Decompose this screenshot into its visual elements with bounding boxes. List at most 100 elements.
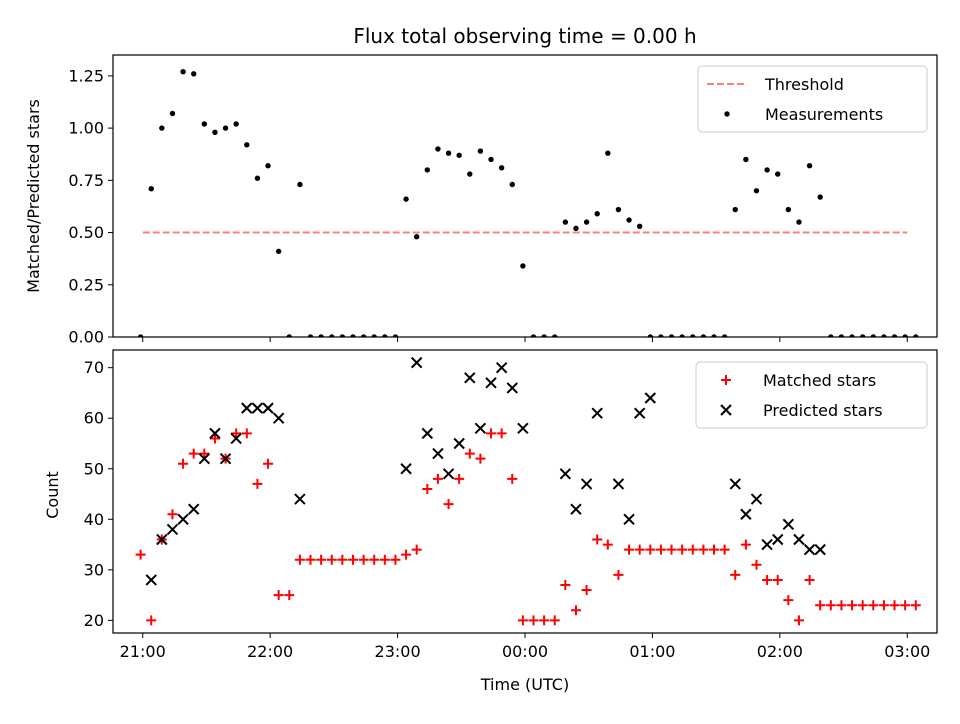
predicted-star-marker xyxy=(623,513,635,526)
matched-star-marker xyxy=(188,448,199,459)
measurement-point xyxy=(297,181,303,188)
matched-star-marker xyxy=(199,448,210,459)
matched-star-marker xyxy=(347,554,358,565)
x-tick-label: 02:00 xyxy=(757,642,803,661)
axes-frame xyxy=(112,54,938,338)
matched-star-marker xyxy=(602,539,613,550)
matched-star-marker xyxy=(815,600,826,611)
measurement-point xyxy=(201,121,208,127)
measurement-point xyxy=(456,152,462,158)
legend-top: Threshold Measurements xyxy=(697,65,928,133)
matched-star-marker xyxy=(698,544,709,555)
y-tick-label: 30 xyxy=(84,560,104,579)
measurement-point xyxy=(785,206,792,213)
matched-star-marker xyxy=(517,615,528,626)
x-tick-label: 00:00 xyxy=(502,642,548,661)
predicted-star-marker xyxy=(187,503,200,515)
y-tick-label: 70 xyxy=(84,358,104,377)
measurement-point xyxy=(732,206,738,213)
measurement-point xyxy=(530,334,537,337)
legend-bottom: Matched stars Predicted stars xyxy=(695,361,928,429)
x-tick-label: 21:00 xyxy=(120,642,166,661)
legend-swatch-measurements xyxy=(724,111,730,117)
measurement-point xyxy=(498,165,505,171)
measurement-point xyxy=(148,185,154,192)
predicted-star-marker xyxy=(772,533,784,546)
matched-star-marker xyxy=(560,579,571,590)
x-tick-label: 23:00 xyxy=(375,642,421,661)
matched-star-marker xyxy=(305,554,316,565)
predicted-star-marker xyxy=(219,452,232,465)
measurement-point xyxy=(222,125,229,131)
matched-star-marker xyxy=(379,554,390,565)
matched-star-marker xyxy=(719,544,730,555)
matched-star-marker xyxy=(910,600,921,611)
matched-star-marker xyxy=(263,458,274,469)
matched-star-marker xyxy=(857,600,868,611)
matched-star-marker xyxy=(847,600,858,611)
matched-star-marker xyxy=(528,615,539,626)
measurement-point xyxy=(350,334,356,337)
measurement-point xyxy=(562,219,569,225)
measurement-point xyxy=(286,334,292,337)
measurement-point xyxy=(615,206,622,213)
matched-star-marker xyxy=(496,428,507,439)
matched-star-marker xyxy=(634,544,645,555)
y-tick-label: 40 xyxy=(84,510,104,529)
measurement-point xyxy=(573,225,579,232)
y-tick-label: 50 xyxy=(84,459,104,478)
predicted-star-marker xyxy=(241,402,253,414)
measurement-point xyxy=(254,175,261,181)
predicted-star-marker xyxy=(421,427,434,440)
y-tick-label: 0.75 xyxy=(68,171,104,190)
matched-star-marker xyxy=(454,473,465,484)
predicted-star-marker xyxy=(559,468,572,480)
measurement-point xyxy=(488,156,494,163)
predicted-star-marker xyxy=(145,574,157,586)
measurement-point xyxy=(424,167,431,173)
measurement-point xyxy=(796,219,802,225)
matched-star-marker xyxy=(135,549,146,560)
predicted-star-marker xyxy=(633,407,646,419)
matched-star-marker xyxy=(645,544,656,555)
predicted-star-marker xyxy=(495,361,508,374)
matched-star-marker xyxy=(369,554,380,565)
measurement-point xyxy=(849,334,855,337)
predicted-star-marker xyxy=(750,493,763,505)
measurement-point xyxy=(817,194,823,200)
series-group-bottom xyxy=(135,356,921,626)
measurement-point xyxy=(721,334,728,337)
measurement-point xyxy=(700,334,707,337)
matched-star-marker xyxy=(655,544,666,555)
measurement-point xyxy=(169,110,176,117)
measurement-point xyxy=(541,334,547,337)
measurement-point xyxy=(859,334,866,337)
matched-star-marker xyxy=(316,554,327,565)
matched-star-marker xyxy=(507,473,518,484)
predicted-star-marker xyxy=(814,543,826,556)
matched-star-marker xyxy=(294,554,305,565)
plot-layer: 0.00 0.25 0.50 0.75 1.00 1.25 Threshold Measure… xyxy=(68,54,938,661)
predicted-star-marker xyxy=(177,513,189,526)
matched-star-marker xyxy=(252,478,263,489)
measurement-point xyxy=(913,334,919,337)
predicted-star-marker xyxy=(612,478,625,490)
measurement-point xyxy=(679,334,685,337)
axes-frame xyxy=(112,349,938,634)
matched-star-marker xyxy=(677,544,688,555)
predicted-star-marker xyxy=(453,437,465,450)
predicted-star-marker xyxy=(591,407,603,419)
measurement-point xyxy=(658,334,664,337)
matched-star-marker xyxy=(687,544,698,555)
predicted-star-marker xyxy=(761,538,773,551)
legend-swatch-matched xyxy=(721,375,731,385)
measurement-point xyxy=(583,219,590,225)
matched-star-marker xyxy=(624,544,635,555)
matched-star-marker xyxy=(358,554,369,565)
measurement-point xyxy=(647,334,653,337)
matched-star-marker xyxy=(422,483,433,494)
legend-box xyxy=(695,361,928,429)
matched-star-marker xyxy=(337,554,348,565)
matched-star-marker xyxy=(740,539,751,550)
